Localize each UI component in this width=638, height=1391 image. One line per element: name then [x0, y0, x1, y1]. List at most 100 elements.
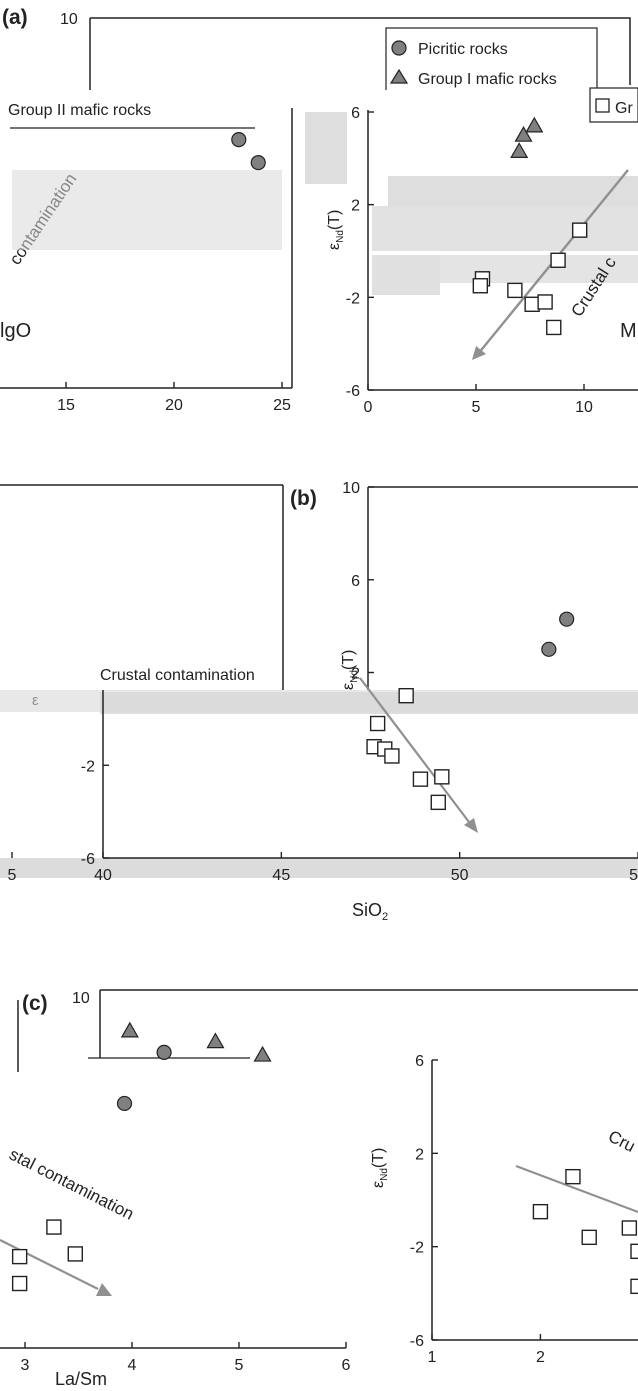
legend-group2-cut: Gr	[615, 100, 633, 117]
x-tick-label: 20	[165, 397, 183, 414]
group2-point	[630, 1278, 638, 1295]
y-tick-label: 6	[415, 1053, 424, 1070]
picritic-point	[250, 155, 266, 171]
y-tick-label: -6	[81, 851, 95, 868]
group1-point	[120, 1021, 139, 1038]
panel-a-x-label: M	[620, 320, 637, 342]
x-tick-label: 45	[272, 867, 290, 884]
x-tick-label: 2	[536, 1349, 545, 1366]
panel-b-marks	[366, 611, 575, 811]
y-tick-label: 2	[351, 198, 360, 215]
panel-a-top-tick: 10	[60, 11, 78, 28]
group2-point	[412, 771, 429, 787]
x-tick-label: 15	[57, 397, 75, 414]
panel-c-left-arrow	[0, 1239, 99, 1290]
panel-c-left-marks	[11, 1021, 272, 1292]
panel-b-x-ticks: 5 40 45 50 55	[8, 852, 638, 884]
group2-point	[546, 319, 562, 336]
panel-b-x-label: SiO2	[352, 900, 388, 923]
x-tick-label: 50	[451, 867, 469, 884]
panel-c-contamination-label: stal contamination	[6, 1145, 137, 1224]
group1-point	[525, 116, 544, 133]
y-tick-label: -2	[346, 290, 360, 307]
legend-group2-fragment: Group II mafic rocks	[8, 102, 151, 119]
group2-point	[507, 282, 523, 299]
panel-c-top-tick: 10	[72, 990, 90, 1007]
picritic-point	[231, 132, 247, 148]
picritic-point	[541, 641, 557, 657]
y-tick-label: 6	[351, 573, 360, 590]
group1-point	[510, 142, 529, 158]
group2-point	[550, 252, 566, 268]
x-tick-label: 55	[629, 867, 638, 884]
group2-point	[581, 1229, 597, 1246]
group2-point	[67, 1246, 83, 1262]
panel-c-x-label: La/Sm	[55, 1369, 107, 1389]
group2-point	[532, 1203, 549, 1220]
panel-c-left-arrow-head	[96, 1283, 112, 1296]
y-tick-label: 10	[342, 480, 360, 497]
panel-a-back-frame	[90, 17, 631, 85]
panel-c-trend-line	[515, 1164, 638, 1214]
y-tick-label: -2	[81, 758, 95, 775]
x-tick-label: 40	[94, 867, 112, 884]
x-tick-label: 3	[21, 1357, 30, 1374]
picritic-point	[116, 1095, 133, 1112]
panel-b-arrow-head	[464, 818, 478, 833]
legend-box	[385, 27, 598, 93]
group2-point	[571, 222, 588, 238]
group2-point	[565, 1168, 581, 1185]
picritic-point	[156, 1044, 172, 1060]
y-tick-label: -6	[346, 383, 360, 400]
panel-b-y-ticks-lower: -6 -2	[81, 758, 109, 868]
legend-triangle-icon	[389, 68, 409, 84]
panel-c-left-x-ticks: 3 4 5 6	[21, 1342, 351, 1374]
legend-picritic: Picritic rocks	[418, 41, 508, 58]
x-tick-label: 6	[342, 1357, 351, 1374]
panel-a-left-marks	[231, 132, 266, 171]
panel-label-a: (a)	[2, 6, 28, 29]
panel-b-glitch-stripes	[0, 690, 638, 878]
panel-a-marks	[472, 116, 588, 336]
panel-c-crustal-label: Cru	[605, 1127, 638, 1156]
legend-circle-icon	[391, 40, 407, 56]
group2-point	[537, 294, 553, 310]
y-tick-label: 6	[351, 105, 360, 122]
panel-c-y-ticks: -6 -2 2 6	[410, 1053, 438, 1350]
panel-a-x-ticks: 0 5 10	[364, 384, 593, 416]
group2-point	[621, 1220, 638, 1236]
panel-b-y-ticks-upper: 2 6 10	[342, 480, 374, 683]
legend-square-icon	[595, 98, 610, 113]
group1-point	[514, 125, 533, 142]
picritic-point	[559, 611, 575, 627]
panel-label-b: (b)	[290, 487, 317, 510]
x-tick-label: 5	[472, 399, 481, 416]
x-tick-label: 10	[575, 399, 593, 416]
y-tick-label: -2	[410, 1240, 424, 1257]
panel-a-left-x-label: lgO	[0, 320, 31, 342]
panel-a-glitch-stripes	[12, 112, 638, 295]
y-tick-label: 2	[415, 1146, 424, 1163]
panel-b-crustal-label: Crustal contamination	[100, 667, 255, 684]
y-tick-label: 2	[351, 666, 360, 683]
panel-c-marks	[532, 1168, 638, 1295]
panel-a: (a) 10 Picritic rocks Group I mafic rock…	[0, 6, 638, 416]
group2-point	[398, 687, 414, 704]
x-tick-label: 4	[128, 1357, 137, 1374]
group2-point	[472, 278, 489, 294]
group2-point	[630, 1243, 638, 1260]
x-tick-label: 25	[273, 397, 291, 414]
panel-label-c: (c)	[22, 992, 48, 1015]
x-tick-label: 1	[428, 1349, 437, 1366]
x-tick-label: 5	[235, 1357, 244, 1374]
group2-point	[524, 296, 540, 312]
group1-point	[253, 1045, 272, 1062]
group2-point	[11, 1248, 28, 1265]
x-tick-label: 0	[364, 399, 373, 416]
group2-point	[384, 748, 400, 764]
group2-point	[11, 1275, 28, 1292]
